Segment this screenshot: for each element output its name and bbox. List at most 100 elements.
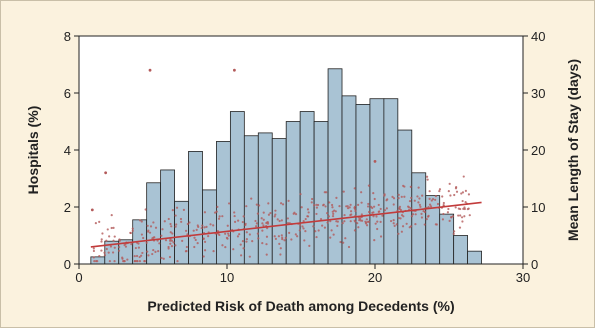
- scatter-point: [348, 206, 351, 209]
- scatter-point: [255, 203, 258, 206]
- scatter-point: [371, 206, 374, 210]
- scatter-point: [185, 249, 188, 253]
- scatter-point: [354, 209, 357, 213]
- scatter-point: [460, 192, 463, 195]
- scatter-point: [215, 210, 218, 213]
- scatter-point: [319, 217, 323, 221]
- scatter-point: [385, 207, 388, 210]
- scatter-point: [346, 205, 349, 208]
- scatter-point: [109, 245, 113, 248]
- y-axis-label-left: Hospitals (%): [25, 106, 41, 195]
- scatter-point: [262, 211, 265, 214]
- scatter-point: [258, 204, 261, 207]
- scatter-point: [452, 232, 455, 235]
- scatter-point: [356, 222, 359, 225]
- scatter-point: [420, 212, 423, 215]
- scatter-point: [401, 225, 405, 228]
- scatter-point: [121, 256, 124, 259]
- scatter-point: [367, 210, 371, 214]
- scatter-point: [379, 207, 382, 211]
- scatter-point: [167, 217, 170, 221]
- scatter-point: [237, 219, 240, 222]
- scatter-point: [341, 222, 344, 225]
- scatter-point: [299, 193, 302, 196]
- scatter-point: [288, 231, 291, 234]
- scatter-point: [185, 245, 188, 249]
- scatter-point: [129, 231, 132, 234]
- scatter-point: [248, 233, 251, 236]
- scatter-point: [421, 194, 424, 197]
- scatter-point: [430, 199, 433, 202]
- scatter-point: [160, 256, 163, 260]
- scatter-point: [278, 242, 281, 245]
- scatter-point: [195, 228, 198, 231]
- scatter-point: [392, 219, 395, 222]
- scatter-point: [298, 229, 301, 232]
- scatter-point: [342, 241, 345, 244]
- scatter-point: [463, 215, 466, 218]
- scatter-point: [416, 195, 419, 198]
- scatter-point: [423, 210, 427, 214]
- scatter-point: [365, 221, 368, 224]
- scatter-point: [329, 236, 332, 239]
- scatter-point: [256, 232, 259, 235]
- scatter-point: [261, 242, 264, 245]
- scatter-point: [103, 251, 106, 254]
- scatter-point: [428, 203, 432, 206]
- scatter-point: [373, 239, 376, 242]
- scatter-point: [448, 219, 451, 222]
- scatter-point: [434, 195, 438, 198]
- scatter-point: [383, 194, 386, 197]
- scatter-point: [92, 249, 96, 253]
- trend-line: [90, 201, 482, 248]
- scatter-point: [152, 221, 155, 224]
- scatter-point: [209, 223, 212, 226]
- scatter-point: [273, 235, 276, 238]
- y-tick-label-right: 30: [531, 86, 545, 101]
- scatter-point: [353, 207, 357, 211]
- scatter-point: [453, 193, 456, 197]
- scatter-point: [360, 213, 363, 216]
- scatter-point: [141, 251, 144, 255]
- scatter-point: [328, 201, 331, 204]
- x-tick-label: 0: [75, 270, 82, 285]
- scatter-point: [137, 246, 141, 249]
- scatter-point: [203, 211, 207, 214]
- scatter-point: [315, 235, 318, 239]
- scatter-point-outlier: [373, 160, 377, 163]
- scatter-point: [111, 251, 115, 254]
- scatter-point: [221, 244, 224, 247]
- scatter-point: [284, 236, 287, 240]
- scatter-point: [304, 217, 307, 221]
- x-tick-label: 10: [220, 270, 234, 285]
- scatter-point: [417, 186, 420, 189]
- scatter-point: [212, 249, 215, 253]
- scatter-point: [359, 217, 362, 220]
- histogram-bar: [453, 235, 469, 265]
- scatter-point: [326, 221, 329, 224]
- scatter-point: [461, 199, 464, 203]
- histogram-bar: [327, 68, 343, 265]
- scatter-point: [400, 230, 403, 233]
- scatter-point: [174, 214, 177, 217]
- scatter-point: [414, 213, 417, 216]
- scatter-point: [417, 201, 420, 204]
- scatter-point: [133, 260, 137, 263]
- scatter-point: [157, 250, 160, 253]
- scatter-point: [93, 260, 96, 263]
- scatter-point: [281, 203, 285, 206]
- scatter-point-outlier: [90, 208, 94, 212]
- scatter-point: [373, 197, 376, 201]
- scatter-point: [287, 199, 290, 202]
- scatter-point: [419, 205, 422, 208]
- scatter-point: [280, 219, 283, 222]
- scatter-point: [200, 226, 203, 230]
- scatter-point: [397, 193, 400, 196]
- scatter-point: [133, 255, 136, 258]
- scatter-point: [227, 232, 230, 235]
- scatter-point: [186, 222, 189, 226]
- scatter-point: [269, 211, 272, 215]
- scatter-point: [201, 224, 204, 227]
- scatter-point: [450, 215, 453, 219]
